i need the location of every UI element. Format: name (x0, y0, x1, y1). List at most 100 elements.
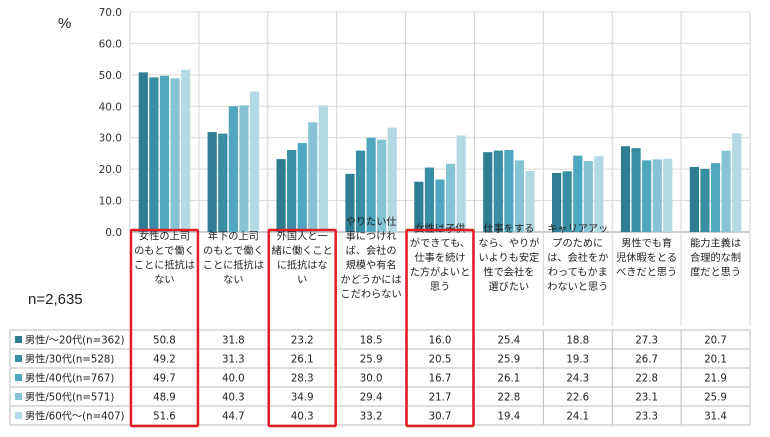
y-tick-label: 10.0 (99, 196, 122, 208)
bar (159, 75, 170, 232)
table-value: 22.8 (498, 393, 521, 404)
bar (620, 146, 631, 232)
bar (732, 133, 742, 232)
table-value: 23.3 (635, 412, 658, 423)
table-value: 22.6 (566, 393, 589, 404)
legend-label: 男性/60代～(n=407) (25, 410, 125, 423)
y-tick-label: 40.0 (99, 101, 122, 113)
bar (345, 173, 355, 232)
sample-size-label: n=2,635 (28, 291, 83, 308)
table-value: 24.3 (566, 374, 589, 385)
table-value: 49.7 (153, 374, 176, 385)
category-label: 能力主義は合理的な制度だと思う (690, 237, 741, 279)
table-value: 33.2 (360, 412, 383, 423)
bar (287, 149, 297, 232)
category-label: やりたい仕事につければ、会社の規模や有名かどうかにはこだわらない (341, 215, 402, 301)
bar (170, 78, 180, 232)
bar (138, 72, 148, 232)
highlight-box (129, 228, 200, 428)
bar (652, 159, 662, 232)
category-label: 仕事をするなら、やりがいよりも安定性で会社を選びたい (478, 222, 539, 293)
category-label: キャリアアップのためには、会社をかわってもかまわないと思う (547, 224, 608, 293)
table-value: 40.3 (291, 412, 314, 423)
bar (377, 139, 387, 232)
legend-swatch (15, 374, 22, 381)
table-value: 31.4 (704, 412, 727, 423)
category-label: 外国人と一緒に働くことに抵抗はない (272, 230, 333, 286)
table-value: 40.0 (222, 374, 245, 385)
table-value: 19.4 (498, 412, 521, 423)
bar (239, 105, 249, 232)
bar (308, 122, 318, 232)
bar (218, 133, 228, 232)
bar (318, 105, 328, 232)
bar (445, 163, 456, 232)
bar (504, 149, 514, 232)
category-label: 男性でも育児休暇をとるべきだと思う (616, 237, 677, 279)
table-value: 51.6 (153, 412, 176, 423)
bar (424, 167, 435, 232)
bar (663, 158, 673, 232)
bar (562, 171, 572, 232)
table-value: 18.8 (566, 336, 589, 347)
bar (573, 155, 583, 232)
legend-swatch (15, 355, 22, 362)
bar (366, 137, 376, 232)
category-label: 女性は子供ができても、仕事を続けた方がよいと思う (410, 222, 471, 293)
table-value: 26.7 (635, 355, 658, 366)
bar (456, 135, 466, 232)
table-value: 21.9 (704, 374, 727, 385)
table-value: 19.3 (566, 355, 589, 366)
legend-swatch (15, 393, 22, 400)
legend-label: 男性/40代(n=767) (25, 372, 114, 385)
bar (483, 152, 493, 232)
table-value: 31.3 (222, 355, 245, 366)
bar (207, 132, 217, 232)
bar (525, 171, 535, 232)
bar (721, 150, 731, 232)
table-value: 18.5 (360, 336, 383, 347)
table-value: 25.9 (498, 355, 521, 366)
table-value: 48.9 (153, 393, 176, 404)
table-value: 28.3 (291, 374, 314, 385)
bar (710, 163, 721, 232)
table-value: 24.1 (566, 412, 589, 423)
bar (493, 150, 503, 232)
table-value: 20.5 (429, 355, 452, 366)
legend-swatch (15, 412, 22, 419)
table-value: 23.2 (291, 336, 314, 347)
table-value: 20.7 (704, 336, 727, 347)
bar (387, 127, 397, 232)
table-value: 50.8 (153, 336, 176, 347)
bar (249, 91, 260, 232)
bar (228, 106, 238, 232)
bar (355, 150, 366, 232)
table-value: 16.7 (429, 374, 452, 385)
table-value: 34.9 (291, 393, 314, 404)
bar (414, 181, 424, 232)
bar (631, 148, 641, 232)
unit-label: % (58, 15, 72, 32)
bar (552, 172, 562, 232)
y-tick-label: 30.0 (99, 133, 122, 145)
bar (181, 69, 191, 232)
y-tick-label: 20.0 (99, 164, 122, 176)
bar (435, 179, 445, 232)
bar (583, 160, 593, 232)
y-tick-label: 60.0 (99, 38, 122, 50)
table-value: 27.3 (635, 336, 658, 347)
category-label: 年下の上司のもとで働くことに抵抗はない (203, 229, 264, 286)
table-value: 25.9 (704, 393, 727, 404)
table-value: 40.3 (222, 393, 245, 404)
legend-label: 男性/50代(n=571) (25, 391, 114, 404)
bar (642, 160, 652, 232)
table-value: 31.8 (222, 336, 245, 347)
table-value: 16.0 (429, 336, 452, 347)
bar (276, 159, 286, 232)
bar (700, 168, 710, 232)
table-value: 44.7 (222, 412, 245, 423)
highlight-box (267, 228, 337, 428)
table-value: 49.2 (153, 355, 176, 366)
table-value: 22.8 (635, 374, 658, 385)
